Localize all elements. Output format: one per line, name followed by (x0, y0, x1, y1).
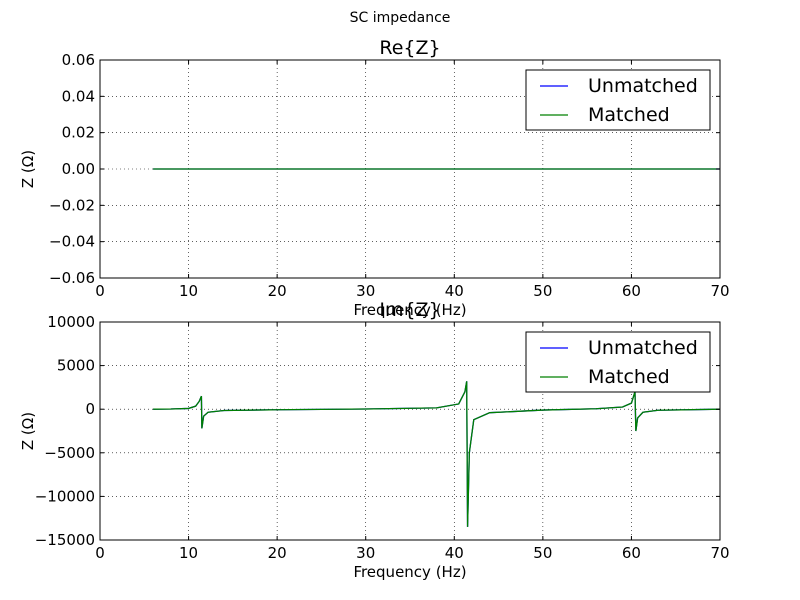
figure-title: SC impedance (349, 10, 451, 26)
y-tick-label: 0.02 (62, 124, 95, 142)
y-tick-label: 5000 (57, 357, 95, 375)
x-tick-label: 30 (356, 282, 375, 300)
x-tick-label: 60 (622, 544, 641, 562)
subplot-title: Re{Z} (379, 37, 440, 59)
legend: Unmatched Matched (525, 331, 711, 393)
x-tick-label: 20 (268, 544, 287, 562)
y-tick-label: −10000 (35, 487, 95, 505)
x-tick-label: 20 (268, 282, 287, 300)
subplot-im: 0 10 20 30 40 50 60 70 −15000 −10000 −5000 0 5000 100… (19, 299, 730, 581)
y-tick-label: −0.04 (49, 233, 95, 251)
legend-box (525, 69, 711, 131)
y-tick-label: 10000 (47, 313, 95, 331)
y-tick-label: −15000 (35, 531, 95, 549)
legend-label-unmatched: Unmatched (588, 75, 698, 97)
y-tick-label: −0.06 (49, 269, 95, 287)
y-axis-label: Z (Ω) (19, 412, 37, 450)
x-tick-label: 0 (95, 544, 105, 562)
legend-label-matched: Matched (588, 366, 670, 388)
y-tick-label: 0.06 (62, 51, 95, 69)
series-line-matched (153, 381, 720, 527)
legend-box (525, 331, 711, 393)
y-tick-label: 0.00 (62, 160, 95, 178)
legend-label-matched: Matched (588, 104, 670, 126)
x-tick-label: 40 (445, 544, 464, 562)
y-tick-label: −0.02 (49, 196, 95, 214)
y-tick-label: −5000 (44, 444, 95, 462)
subplot-title: Im{Z} (379, 299, 440, 321)
x-tick-label: 50 (533, 282, 552, 300)
legend-label-unmatched: Unmatched (588, 337, 698, 359)
x-tick-label: 30 (356, 544, 375, 562)
x-tick-label: 50 (533, 544, 552, 562)
x-tick-label: 10 (179, 282, 198, 300)
x-tick-label: 10 (179, 544, 198, 562)
y-tick-label: 0 (85, 400, 95, 418)
x-tick-label: 70 (710, 282, 729, 300)
y-tick-label: 0.04 (62, 87, 95, 105)
x-tick-label: 0 (95, 282, 105, 300)
x-tick-label: 60 (622, 282, 641, 300)
x-axis-label: Frequency (Hz) (353, 563, 466, 581)
subplot-re: 0 10 20 30 40 50 60 70 −0.06 −0.04 −0.02 0.00 0.02 0.… (19, 37, 730, 319)
y-axis-label: Z (Ω) (19, 150, 37, 188)
legend: Unmatched Matched (525, 69, 711, 131)
x-tick-label: 40 (445, 282, 464, 300)
axes-frame (99, 321, 721, 541)
x-tick-label: 70 (710, 544, 729, 562)
x-axis-label: Frequency (Hz) (353, 301, 466, 319)
